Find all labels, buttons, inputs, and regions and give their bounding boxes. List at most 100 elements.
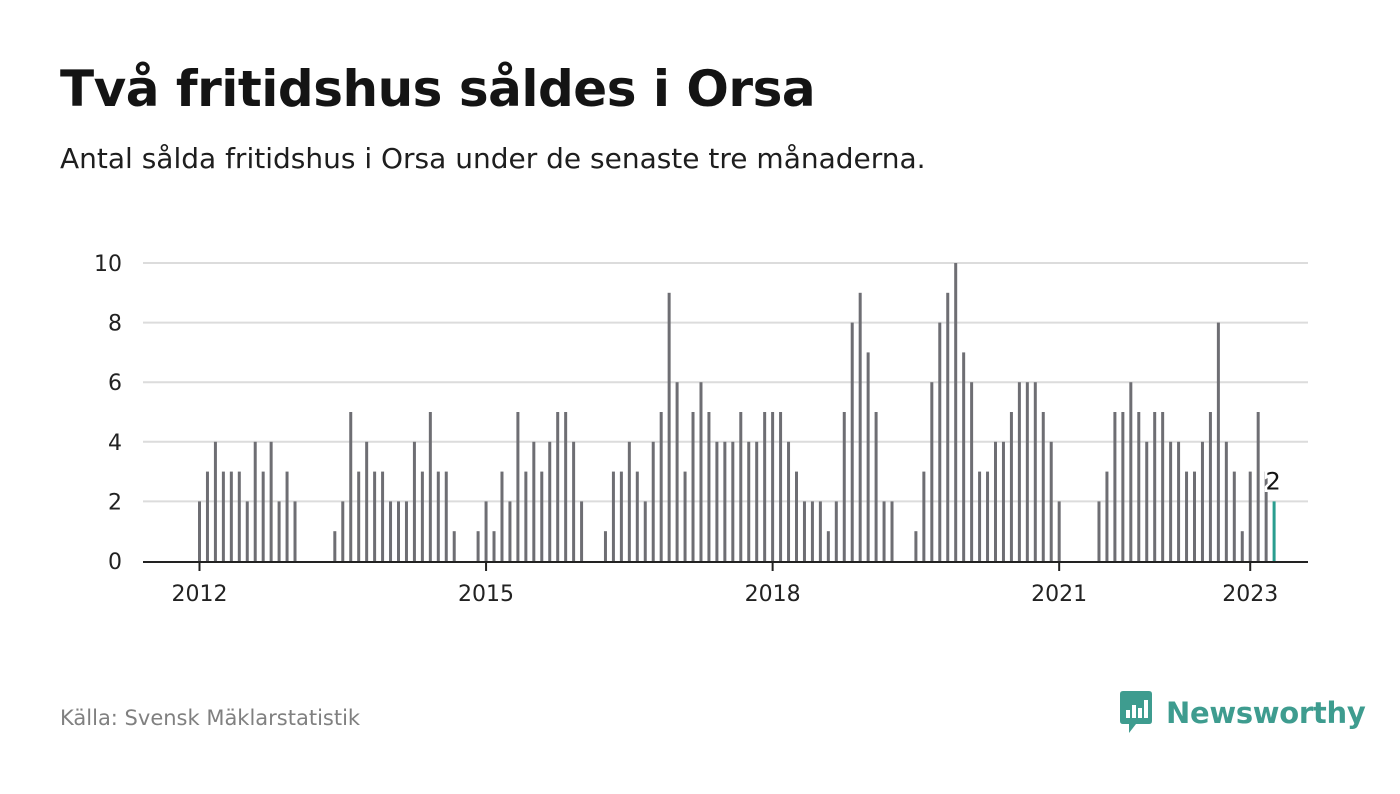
bar (500, 471, 504, 561)
bar (699, 382, 703, 561)
tick-labels: 0 2 4 6 8 10 2012 2015 2018 2021 2023 2 (94, 252, 1283, 607)
bar (882, 501, 886, 561)
bar (1041, 412, 1045, 561)
bar (381, 471, 385, 561)
bar (1153, 412, 1157, 561)
bar (619, 471, 623, 561)
axes (143, 561, 1308, 571)
bar (818, 501, 822, 561)
bar (890, 501, 894, 561)
bar (253, 441, 257, 561)
bar (540, 471, 544, 561)
y-tick-label: 10 (94, 252, 122, 277)
bar (651, 441, 655, 561)
y-tick-label: 4 (108, 431, 122, 456)
bar (1185, 471, 1189, 561)
bar (237, 471, 241, 561)
bar (683, 471, 687, 561)
bar (420, 471, 424, 561)
bar (1256, 412, 1260, 561)
bar (508, 501, 512, 561)
bar (1216, 322, 1220, 561)
bar (795, 471, 798, 561)
bar (532, 441, 536, 561)
bar (779, 412, 783, 561)
bar (603, 531, 607, 561)
bar (834, 501, 838, 561)
bar (842, 412, 846, 561)
brand-name: Newsworthy (1166, 696, 1366, 730)
source-note: Källa: Svensk Mäklarstatistik (60, 706, 361, 730)
bar (213, 441, 217, 561)
bar (333, 531, 337, 561)
newsworthy-logo-icon (1120, 691, 1152, 733)
bar (1097, 501, 1101, 561)
bar (1105, 471, 1109, 561)
bar (1161, 412, 1165, 561)
bar (611, 471, 615, 561)
bar (357, 471, 361, 561)
bar (1025, 382, 1029, 561)
bar (341, 501, 345, 561)
bar (1137, 412, 1141, 561)
bar (1193, 471, 1196, 561)
bar (930, 382, 934, 561)
bar (802, 501, 806, 561)
bar (476, 531, 480, 561)
bar (938, 322, 942, 561)
bar (428, 412, 432, 561)
bar (1009, 412, 1013, 561)
bar (1169, 441, 1173, 561)
bar (1001, 441, 1005, 561)
bar (1177, 441, 1181, 561)
bar (675, 382, 679, 561)
bar (723, 441, 727, 561)
bar (922, 471, 926, 561)
bar (747, 441, 751, 561)
bar (524, 471, 528, 561)
bars (198, 263, 1276, 561)
bar (954, 263, 958, 561)
bar (484, 501, 488, 561)
bar (277, 501, 281, 561)
bar (221, 471, 225, 561)
bar (1208, 412, 1212, 561)
bar (763, 412, 767, 561)
bar (452, 531, 456, 561)
bar (564, 412, 568, 561)
last-value-label: 2 (1265, 467, 1280, 495)
bar (293, 501, 297, 561)
bar (866, 352, 870, 561)
bar (404, 501, 408, 561)
bar (826, 531, 830, 561)
bar (349, 412, 353, 561)
bar (691, 412, 695, 561)
bar (373, 471, 377, 561)
bar (635, 471, 639, 561)
bar (643, 501, 647, 561)
bar (397, 501, 400, 561)
bar (556, 412, 560, 561)
bar (731, 441, 735, 561)
bar (970, 382, 974, 561)
bar (572, 441, 576, 561)
bar (946, 292, 950, 561)
bar (874, 412, 878, 561)
bar (261, 471, 265, 561)
bar (850, 322, 854, 561)
bar (516, 412, 520, 561)
bar (492, 531, 496, 561)
bar (1057, 501, 1061, 561)
bar (245, 501, 249, 561)
bar (978, 471, 982, 561)
bar (667, 292, 671, 561)
bar (389, 501, 393, 561)
bar (739, 412, 743, 561)
bar (1224, 441, 1228, 561)
bar (205, 471, 209, 561)
chart-title: Två fritidshus såldes i Orsa (60, 60, 816, 118)
bar (229, 471, 233, 561)
bar (1232, 471, 1236, 561)
bar (986, 471, 990, 561)
